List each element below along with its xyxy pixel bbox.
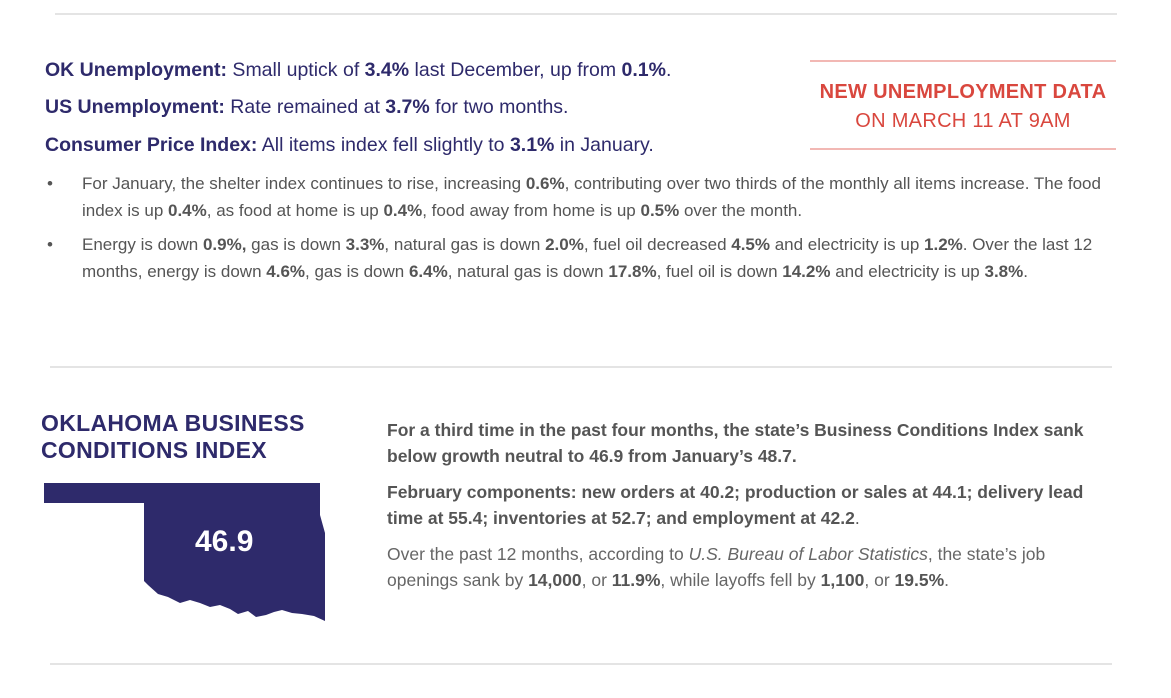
bci-components: February components: new orders at 40.2;… [387, 482, 1084, 528]
cpi-value: 3.1% [509, 134, 555, 156]
ok-unemployment-previous: 0.1% [621, 59, 666, 81]
cpi-details-list: For January, the shelter index continues… [45, 170, 1120, 292]
ok-unemployment-line: OK Unemployment: Small uptick of 3.4% la… [45, 59, 672, 81]
bci-summary: For a third time in the past four months… [387, 420, 1084, 466]
us-unemployment-line: US Unemployment: Rate remained at 3.7% f… [45, 96, 569, 118]
middle-divider [50, 366, 1112, 368]
list-item: For January, the shelter index continues… [45, 170, 1120, 224]
callout-date: ON MARCH 11 AT 9AM [855, 110, 1071, 132]
us-unemployment-label: US Unemployment: [45, 96, 225, 118]
cpi-label: Consumer Price Index: [45, 134, 258, 156]
bci-map-value: 46.9 [195, 525, 254, 558]
oklahoma-map-icon [44, 483, 325, 621]
bci-section-title: OKLAHOMA BUSINESS CONDITIONS INDEX [41, 410, 305, 463]
new-data-callout: NEW UNEMPLOYMENT DATA ON MARCH 11 AT 9AM [810, 60, 1116, 150]
bls-source: U.S. Bureau of Labor Statistics [688, 544, 928, 564]
callout-title: NEW UNEMPLOYMENT DATA [819, 81, 1107, 103]
us-unemployment-value: 3.7% [385, 96, 430, 118]
bls-summary: Over the past 12 months, according to U.… [387, 544, 1046, 590]
top-divider [55, 13, 1117, 15]
ok-unemployment-label: OK Unemployment: [45, 59, 228, 81]
list-item: Energy is down 0.9%, gas is down 3.3%, n… [45, 231, 1120, 285]
bottom-divider [50, 663, 1112, 665]
ok-unemployment-value: 3.4% [364, 59, 410, 81]
cpi-line: Consumer Price Index: All items index fe… [45, 134, 654, 156]
